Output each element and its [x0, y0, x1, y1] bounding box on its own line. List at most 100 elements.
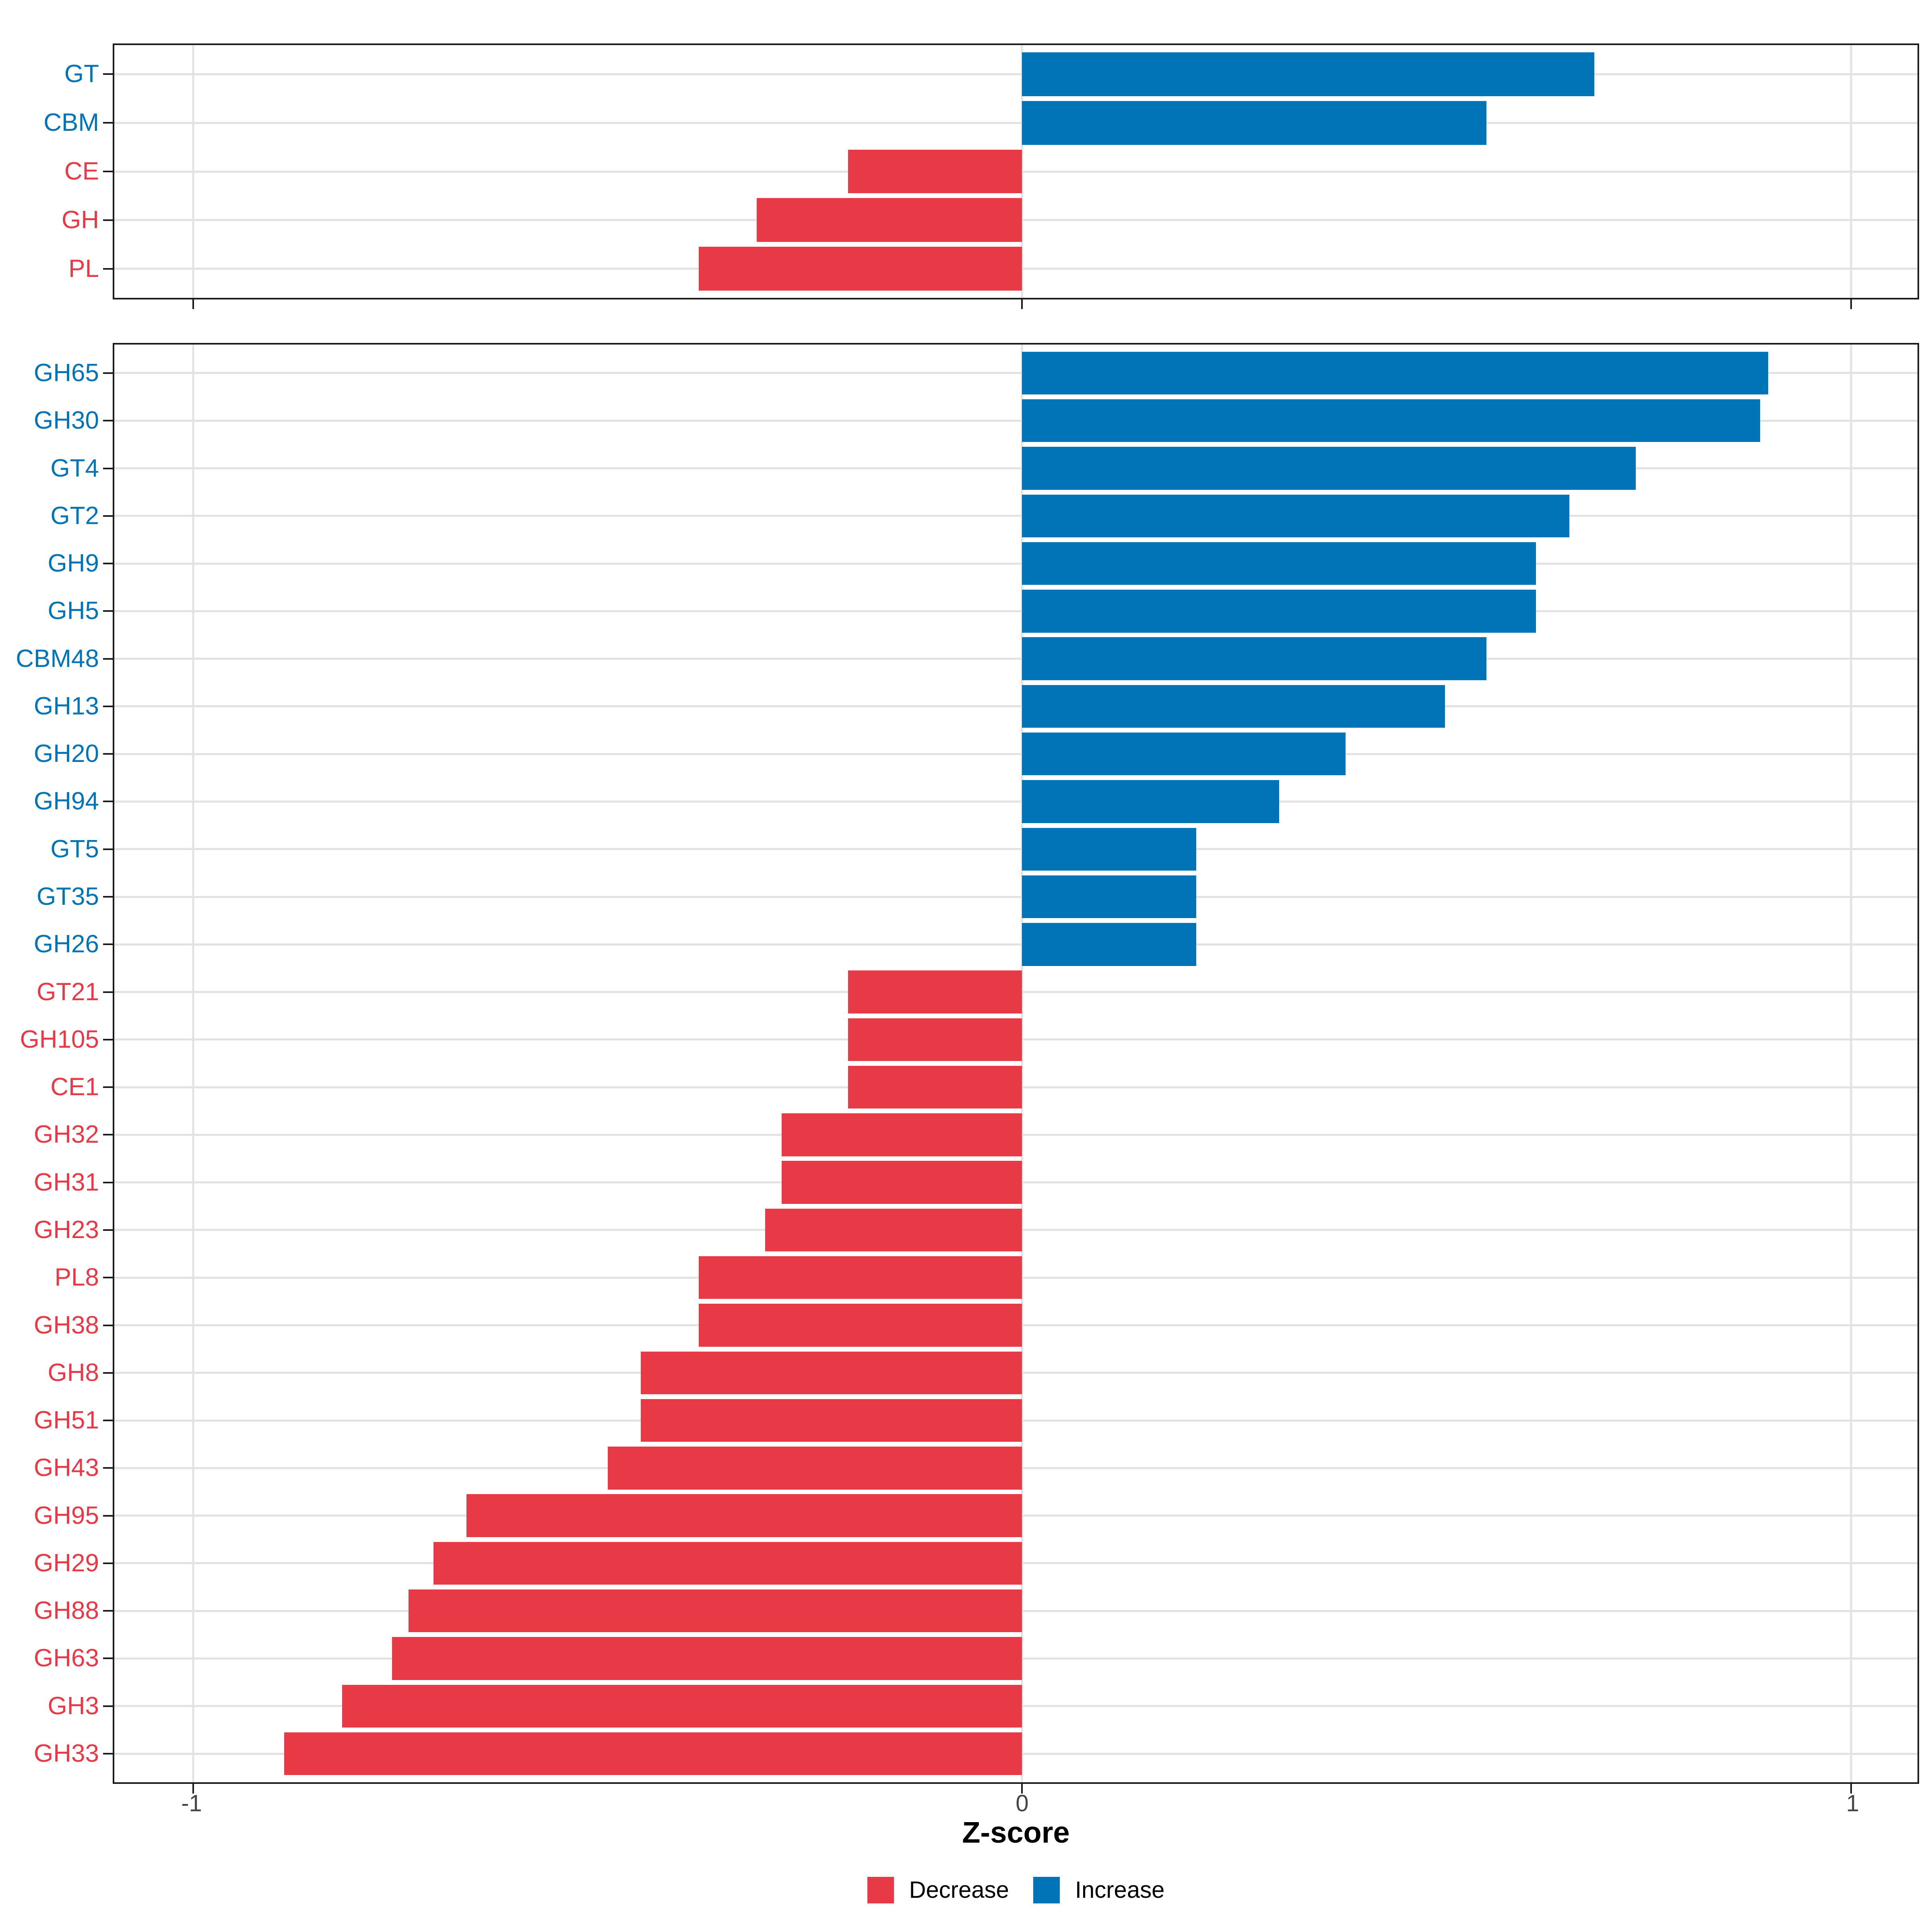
bar-GH: [757, 198, 1022, 242]
bar-GH3: [342, 1684, 1022, 1728]
category-label-GH94: GH94: [34, 787, 99, 815]
bar-GH51: [640, 1399, 1022, 1442]
bar-GH65: [1022, 351, 1769, 395]
x-axis-tick-labels: -1 0 1: [113, 1792, 1919, 1821]
x-axis-tick: [1021, 1784, 1023, 1794]
y-axis-tick: [103, 372, 113, 374]
legend-item-decrease: Decrease: [867, 1877, 1009, 1903]
gridline-h: [114, 705, 1918, 708]
category-label-GT21: GT21: [36, 978, 99, 1006]
y-axis-tick: [103, 467, 113, 469]
legend-swatch-increase: [1033, 1877, 1060, 1903]
bar-GH23: [765, 1208, 1022, 1252]
gridline-h: [114, 753, 1918, 755]
bar-GH63: [392, 1637, 1022, 1680]
y-axis-tick: [103, 848, 113, 850]
gridline-h: [114, 73, 1918, 75]
category-label-GH63: GH63: [34, 1644, 99, 1672]
bar-GH5: [1022, 590, 1536, 633]
category-label-GH: GH: [62, 206, 99, 234]
bar-GT: [1022, 52, 1594, 96]
gridline-h: [114, 896, 1918, 898]
category-label-GH8: GH8: [47, 1358, 99, 1387]
category-label-GH32: GH32: [34, 1121, 99, 1149]
bar-GT5: [1022, 828, 1196, 871]
x-tick-label-1: 1: [1846, 1790, 1860, 1816]
bar-GH13: [1022, 685, 1445, 728]
category-label-GH5: GH5: [47, 597, 99, 625]
bar-GH8: [640, 1351, 1022, 1395]
category-label-GH95: GH95: [34, 1501, 99, 1530]
y-axis-tick: [103, 73, 113, 75]
gridline-v: [1850, 345, 1852, 1782]
category-label-GT4: GT4: [50, 454, 99, 482]
y-axis-tick: [103, 122, 113, 124]
y-axis-tick: [103, 1372, 113, 1374]
x-tick-label-0: 0: [1016, 1790, 1029, 1816]
bar-GT35: [1022, 875, 1196, 919]
gridline-h: [114, 658, 1918, 660]
legend-swatch-decrease: [867, 1877, 894, 1903]
category-label-GH3: GH3: [47, 1692, 99, 1720]
x-axis-tick: [1850, 1784, 1852, 1794]
category-label-GT35: GT35: [36, 883, 99, 911]
y-axis-tick: [103, 420, 113, 422]
bar-GH26: [1022, 923, 1196, 966]
legend: Decrease Increase: [113, 1870, 1919, 1910]
category-label-CE1: CE1: [50, 1073, 99, 1101]
category-label-GH9: GH9: [47, 549, 99, 578]
category-label-GH30: GH30: [34, 407, 99, 435]
legend-item-increase: Increase: [1033, 1877, 1164, 1903]
gridline-h: [114, 800, 1918, 803]
gridline-h: [114, 848, 1918, 850]
category-label-GH65: GH65: [34, 359, 99, 387]
bar-GH43: [607, 1447, 1022, 1490]
bar-CE: [848, 149, 1022, 194]
y-axis-tick: [103, 515, 113, 517]
gridline-h: [114, 515, 1918, 517]
y-axis-tick: [103, 610, 113, 612]
bar-GH29: [433, 1542, 1022, 1585]
y-axis-tick: [103, 1134, 113, 1136]
bar-PL: [699, 247, 1022, 291]
category-label-CBM: CBM: [43, 109, 99, 137]
category-label-CBM48: CBM48: [16, 644, 99, 673]
x-tick-label--1: -1: [181, 1790, 202, 1816]
y-axis-tick: [103, 1705, 113, 1707]
x-axis-tick: [192, 299, 194, 309]
category-label-GT2: GT2: [50, 502, 99, 530]
category-label-GH13: GH13: [34, 692, 99, 720]
y-axis-tick: [103, 1086, 113, 1088]
y-axis-tick: [103, 991, 113, 993]
y-axis-tick: [103, 943, 113, 945]
category-label-GH38: GH38: [34, 1311, 99, 1339]
category-label-GH26: GH26: [34, 930, 99, 958]
category-label-GH29: GH29: [34, 1549, 99, 1577]
y-axis-tick: [103, 219, 113, 221]
category-label-GT5: GT5: [50, 835, 99, 863]
gridline-v: [192, 345, 194, 1782]
gridline-h: [114, 562, 1918, 565]
gridline-h: [114, 943, 1918, 945]
y-axis-tick: [103, 1657, 113, 1660]
bar-GH94: [1022, 780, 1279, 823]
category-label-GH51: GH51: [34, 1406, 99, 1435]
bar-GH95: [466, 1494, 1022, 1537]
bar-GH9: [1022, 542, 1536, 585]
y-axis-tick: [103, 1420, 113, 1422]
y-axis-tick: [103, 658, 113, 660]
y-axis-tick: [103, 753, 113, 755]
gridline-v: [1021, 345, 1023, 1782]
bar-GH32: [782, 1113, 1022, 1156]
bar-GT2: [1022, 494, 1569, 537]
y-axis-tick: [103, 1324, 113, 1326]
gridline-h: [114, 419, 1918, 422]
category-label-GH31: GH31: [34, 1168, 99, 1196]
y-axis-tick: [103, 1277, 113, 1279]
y-axis-tick: [103, 1610, 113, 1612]
gridline-h: [114, 122, 1918, 124]
y-axis-tick: [103, 268, 113, 270]
category-label-PL8: PL8: [54, 1263, 99, 1292]
category-label-CE: CE: [64, 157, 99, 185]
category-label-PL: PL: [68, 254, 99, 283]
